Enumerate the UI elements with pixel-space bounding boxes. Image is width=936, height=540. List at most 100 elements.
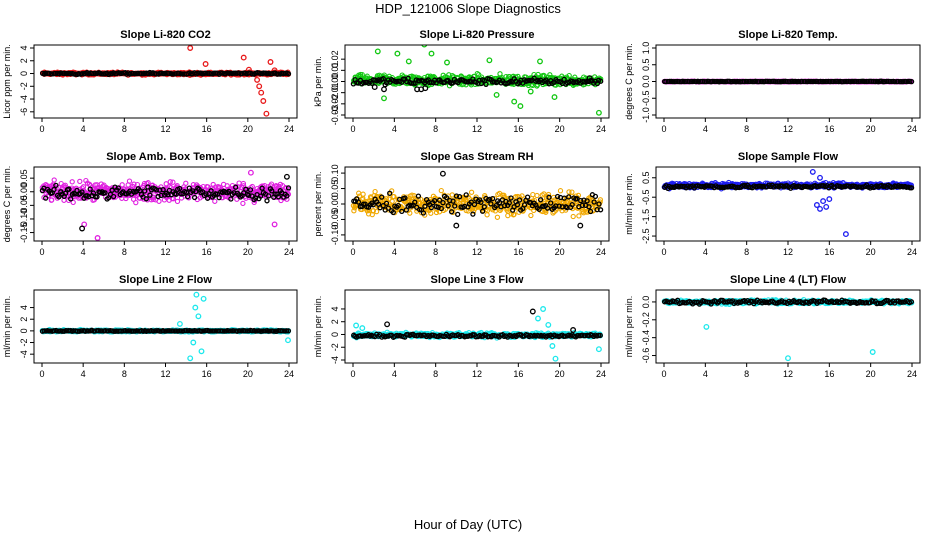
y-tick-label: 0	[19, 71, 29, 76]
data-points	[350, 45, 604, 116]
x-tick-label: 8	[433, 124, 438, 134]
x-tick-label: 16	[824, 247, 834, 257]
point-hourly	[110, 193, 117, 200]
y-tick-label: 0	[19, 328, 29, 333]
point-hourly	[586, 204, 592, 210]
point-hourly	[554, 193, 561, 200]
point-all	[69, 179, 75, 185]
point-hourly	[264, 198, 270, 204]
x-tick-label: 12	[160, 247, 170, 257]
point-all	[534, 192, 540, 199]
outlier-point-all	[486, 57, 493, 64]
outlier-point-hourly	[453, 222, 460, 229]
y-tick-label: 4	[19, 45, 29, 50]
point-hourly	[479, 208, 486, 214]
point-all	[530, 191, 536, 198]
y-tick-label: 0.10	[330, 164, 340, 182]
x-tick-label: 0	[350, 247, 355, 257]
point-hourly	[184, 193, 191, 200]
outlier-point-all	[527, 88, 534, 95]
x-tick-label: 20	[243, 247, 253, 257]
plot-frame	[33, 289, 298, 364]
point-hourly	[489, 195, 496, 202]
y-tick-label: -0.02	[330, 94, 340, 115]
point-hourly	[285, 185, 292, 191]
data-points	[39, 291, 292, 362]
outlier-point-all	[421, 45, 428, 48]
point-hourly	[355, 199, 362, 205]
x-tick-label: 12	[472, 124, 482, 134]
point-hourly	[481, 204, 487, 210]
point-hourly	[66, 186, 72, 192]
y-tick-label: -4	[19, 350, 29, 358]
point-hourly	[478, 199, 484, 205]
y-tick-label: 1.0	[641, 42, 651, 55]
point-hourly	[445, 203, 451, 209]
point-all	[131, 181, 137, 187]
point-hourly	[440, 200, 446, 206]
point-hourly	[226, 188, 232, 195]
point-hourly	[231, 328, 237, 334]
outlier-point-hourly	[422, 85, 429, 92]
y-tick-label: -2	[19, 82, 29, 90]
point-all	[557, 188, 564, 194]
outlier-point-all	[254, 76, 261, 83]
point-hourly	[857, 78, 863, 85]
point-hourly	[486, 196, 493, 203]
point-hourly	[524, 194, 531, 200]
x-tick-label: 4	[81, 247, 86, 257]
point-all	[470, 208, 477, 214]
point-all	[70, 199, 76, 206]
point-hourly	[233, 184, 239, 190]
y-tick-label: 0.0	[641, 75, 651, 88]
point-hourly	[412, 199, 418, 205]
x-tick-label: 24	[907, 124, 917, 134]
y-tick-label: -0.5	[641, 189, 651, 205]
x-tick-label: 16	[202, 247, 212, 257]
outlier-point-hourly	[283, 173, 290, 180]
point-hourly	[79, 71, 85, 77]
point-hourly	[536, 206, 542, 212]
point-all	[449, 192, 455, 198]
point-all	[433, 209, 440, 216]
point-hourly	[566, 194, 572, 200]
point-all	[77, 178, 83, 185]
point-all	[183, 180, 189, 186]
point-hourly	[269, 188, 275, 194]
y-tick-label: 0.05	[330, 180, 340, 198]
point-hourly	[265, 193, 272, 199]
outlier-point-all	[202, 61, 209, 67]
point-hourly	[102, 190, 108, 196]
point-hourly	[521, 202, 528, 208]
point-hourly	[380, 76, 386, 82]
point-hourly	[422, 203, 428, 209]
x-tick-label: 20	[243, 124, 253, 134]
point-hourly	[51, 186, 57, 193]
x-tick-label: 8	[744, 124, 749, 134]
chart-title: Slope Line 2 Flow	[119, 274, 212, 286]
x-tick-label: 16	[824, 124, 834, 134]
outlier-point-all	[200, 295, 207, 302]
point-all	[212, 198, 218, 204]
y-axis-label: percent per min.	[313, 171, 323, 236]
x-tick-label: 16	[513, 247, 523, 257]
x-tick-label: 24	[284, 124, 294, 134]
outlier-point-all	[192, 304, 199, 311]
x-tick-label: 4	[703, 124, 708, 134]
point-hourly	[43, 195, 49, 201]
point-all	[576, 213, 582, 219]
point-all	[569, 189, 575, 195]
point-all	[543, 209, 549, 215]
point-hourly	[228, 196, 234, 202]
data-points	[39, 45, 292, 117]
point-hourly	[147, 192, 153, 198]
point-hourly	[471, 201, 478, 208]
point-hourly	[208, 188, 214, 194]
point-all	[240, 180, 247, 187]
x-tick-label: 12	[160, 124, 170, 134]
point-hourly	[723, 184, 729, 190]
point-hourly	[190, 188, 196, 194]
x-tick-label: 20	[243, 369, 253, 379]
point-all	[268, 181, 275, 187]
